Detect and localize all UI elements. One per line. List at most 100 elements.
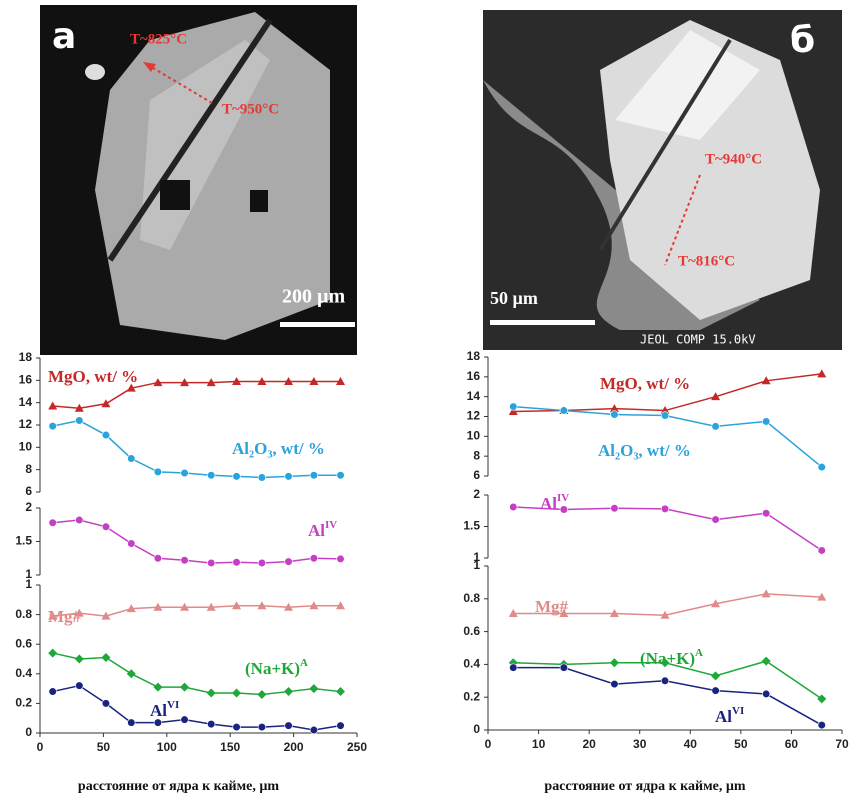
y-tick-label: 10	[467, 429, 481, 443]
x-tick-label: 200	[284, 740, 304, 754]
x-tick-label: 20	[582, 737, 596, 751]
y-tick-label: 0.4	[15, 666, 32, 680]
marker	[207, 559, 215, 567]
marker	[233, 473, 241, 481]
series-label: MgO, wt/ %	[48, 367, 138, 386]
marker	[509, 664, 517, 672]
marker	[154, 468, 162, 476]
series-line	[53, 686, 341, 730]
marker	[181, 469, 189, 477]
x-tick-label: 0	[485, 737, 492, 751]
panel-label: а	[52, 16, 76, 57]
series-label: AlIV	[308, 519, 337, 540]
y-tick-label: 14	[467, 389, 481, 403]
marker	[818, 721, 826, 729]
panel-label: б	[790, 20, 815, 61]
annotation: T~940°C	[705, 151, 762, 167]
marker	[101, 653, 110, 662]
y-tick-label: 0	[473, 722, 480, 736]
series-name: Mg#	[535, 597, 569, 616]
marker	[258, 559, 266, 567]
figure: а T~825°C T~950°C 200 µm б T~940°C T~816…	[0, 0, 851, 807]
y-tick-label: 18	[467, 349, 481, 363]
series-name-sup: IV	[325, 519, 337, 531]
series-label: Mg#	[48, 607, 82, 626]
y-tick-label: 0.8	[15, 607, 32, 621]
marker	[207, 471, 215, 479]
marker	[75, 655, 84, 664]
series-name: Al₂O₃, wt/ %	[598, 441, 691, 460]
marker	[337, 555, 345, 563]
marker	[127, 455, 135, 463]
marker	[762, 690, 770, 698]
y-tick-label: 12	[467, 409, 481, 423]
marker	[102, 431, 110, 439]
marker	[181, 716, 189, 724]
marker	[818, 463, 826, 471]
series-name-sup: A	[300, 657, 308, 669]
y-tick-label: 0.8	[463, 591, 480, 605]
series-line	[513, 507, 821, 550]
y-tick-label: 0.6	[463, 624, 480, 638]
marker	[257, 690, 266, 699]
series-name: Al	[715, 707, 732, 726]
series-label: (Na+K)A	[640, 647, 703, 668]
series-label: AlVI	[150, 699, 179, 720]
y-tick-label: 2	[25, 500, 32, 514]
y-tick-label: 16	[467, 369, 481, 383]
y-tick-label: 12	[19, 417, 33, 431]
marker	[560, 506, 568, 514]
marker	[233, 723, 241, 731]
x-tick-label: 100	[157, 740, 177, 754]
x-tick-label: 0	[37, 740, 44, 754]
marker	[661, 677, 669, 685]
series-name-sup: A	[695, 647, 703, 659]
series-line	[513, 668, 821, 725]
y-tick-label: 2	[473, 487, 480, 501]
x-axis-label: расстояние от ядра к кайме, µm	[544, 779, 745, 794]
y-tick-label: 0	[25, 725, 32, 739]
marker	[258, 474, 266, 482]
marker	[337, 471, 345, 479]
scale-bar-label: 200 µm	[282, 286, 346, 308]
marker	[336, 687, 345, 696]
series-name: Al	[540, 494, 557, 513]
series-name: MgO, wt/ %	[48, 367, 138, 386]
instrument-caption: JEOL COMP 15.0kV	[640, 333, 756, 347]
series-line	[53, 606, 341, 616]
marker	[181, 556, 189, 564]
marker	[762, 509, 770, 517]
series-name: MgO, wt/ %	[600, 374, 690, 393]
marker	[661, 505, 669, 513]
marker	[101, 399, 110, 407]
series-label: MgO, wt/ %	[600, 374, 690, 393]
marker	[127, 540, 135, 548]
marker	[233, 558, 241, 566]
series-name-sup: VI	[732, 705, 744, 717]
x-tick-label: 250	[347, 740, 367, 754]
marker	[661, 412, 669, 420]
marker	[762, 418, 770, 426]
y-tick-label: 8	[25, 462, 32, 476]
marker	[48, 402, 57, 410]
x-tick-label: 50	[97, 740, 111, 754]
marker	[817, 369, 826, 377]
series-label: Mg#	[535, 597, 569, 616]
marker	[49, 688, 57, 696]
marker	[48, 649, 57, 658]
marker	[127, 669, 136, 678]
series-name-sup: IV	[557, 492, 569, 504]
marker	[560, 407, 568, 415]
series-label: Al₂O₃, wt/ %	[598, 441, 691, 460]
y-tick-label: 0.2	[463, 689, 480, 703]
marker	[76, 417, 84, 425]
x-tick-label: 30	[633, 737, 647, 751]
marker	[285, 722, 293, 730]
y-tick-label: 6	[473, 468, 480, 482]
y-tick-label: 0.2	[15, 696, 32, 710]
marker	[310, 554, 318, 562]
marker	[509, 403, 517, 411]
marker	[102, 700, 110, 708]
marker	[711, 671, 720, 680]
x-tick-label: 70	[835, 737, 849, 751]
